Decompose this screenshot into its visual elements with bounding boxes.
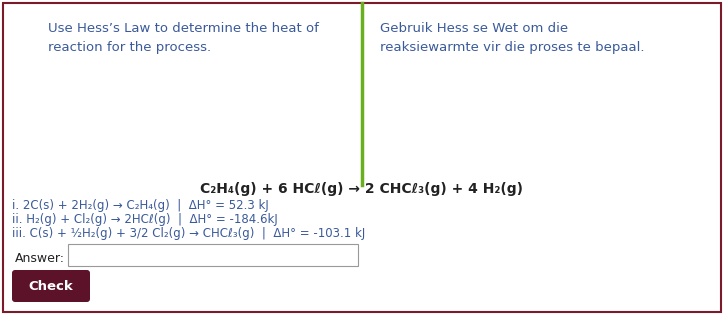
- Text: Use Hess’s Law to determine the heat of
reaction for the process.: Use Hess’s Law to determine the heat of …: [48, 22, 319, 54]
- Text: Check: Check: [29, 279, 73, 293]
- FancyBboxPatch shape: [68, 244, 358, 266]
- Text: C₂H₄(g) + 6 HCℓ(g) → 2 CHCℓ₃(g) + 4 H₂(g): C₂H₄(g) + 6 HCℓ(g) → 2 CHCℓ₃(g) + 4 H₂(g…: [201, 182, 523, 196]
- Text: iii. C(s) + ½H₂(g) + 3/2 Cl₂(g) → CHCℓ₃(g)  |  ΔH° = -103.1 kJ: iii. C(s) + ½H₂(g) + 3/2 Cl₂(g) → CHCℓ₃(…: [12, 227, 365, 240]
- Text: i. 2C(s) + 2H₂(g) → C₂H₄(g)  |  ΔH° = 52.3 kJ: i. 2C(s) + 2H₂(g) → C₂H₄(g) | ΔH° = 52.3…: [12, 199, 269, 212]
- Text: Answer:: Answer:: [15, 252, 65, 265]
- FancyBboxPatch shape: [12, 270, 90, 302]
- Text: ii. H₂(g) + Cl₂(g) → 2HCℓ(g)  |  ΔH° = -184.6kJ: ii. H₂(g) + Cl₂(g) → 2HCℓ(g) | ΔH° = -18…: [12, 213, 278, 226]
- Text: Gebruik Hess se Wet om die
reaksiewarmte vir die proses te bepaal.: Gebruik Hess se Wet om die reaksiewarmte…: [380, 22, 644, 54]
- FancyBboxPatch shape: [3, 3, 721, 312]
